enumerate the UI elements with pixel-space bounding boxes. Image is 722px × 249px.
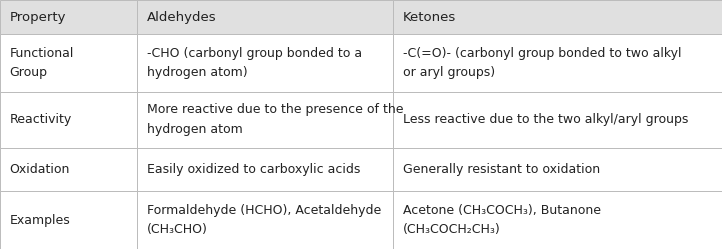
Text: Generally resistant to oxidation: Generally resistant to oxidation <box>403 163 600 176</box>
Bar <box>137 0 393 34</box>
Text: Property: Property <box>9 11 66 24</box>
Text: Functional
Group: Functional Group <box>9 47 74 79</box>
Text: Less reactive due to the two alkyl/aryl groups: Less reactive due to the two alkyl/aryl … <box>403 113 688 126</box>
Text: Acetone (CH₃COCH₃), Butanone
(CH₃COCH₂CH₃): Acetone (CH₃COCH₃), Butanone (CH₃COCH₂CH… <box>403 204 601 236</box>
Bar <box>137 34 393 92</box>
Text: Formaldehyde (HCHO), Acetaldehyde
(CH₃CHO): Formaldehyde (HCHO), Acetaldehyde (CH₃CH… <box>147 204 380 236</box>
Bar <box>393 34 722 92</box>
Bar <box>137 92 393 148</box>
Text: Ketones: Ketones <box>403 11 456 24</box>
Bar <box>0 92 137 148</box>
Bar <box>393 191 722 249</box>
Text: Oxidation: Oxidation <box>9 163 70 176</box>
Bar <box>0 148 137 191</box>
Bar <box>137 191 393 249</box>
Text: -CHO (carbonyl group bonded to a
hydrogen atom): -CHO (carbonyl group bonded to a hydroge… <box>147 47 362 79</box>
Bar <box>0 34 137 92</box>
Text: Examples: Examples <box>9 214 70 227</box>
Bar <box>393 148 722 191</box>
Text: -C(=O)- (carbonyl group bonded to two alkyl
or aryl groups): -C(=O)- (carbonyl group bonded to two al… <box>403 47 682 79</box>
Text: Easily oxidized to carboxylic acids: Easily oxidized to carboxylic acids <box>147 163 360 176</box>
Bar <box>137 148 393 191</box>
Text: Aldehydes: Aldehydes <box>147 11 216 24</box>
Text: Reactivity: Reactivity <box>9 113 71 126</box>
Text: More reactive due to the presence of the
hydrogen atom: More reactive due to the presence of the… <box>147 103 403 136</box>
Bar <box>0 0 137 34</box>
Bar <box>393 0 722 34</box>
Bar <box>393 92 722 148</box>
Bar <box>0 191 137 249</box>
